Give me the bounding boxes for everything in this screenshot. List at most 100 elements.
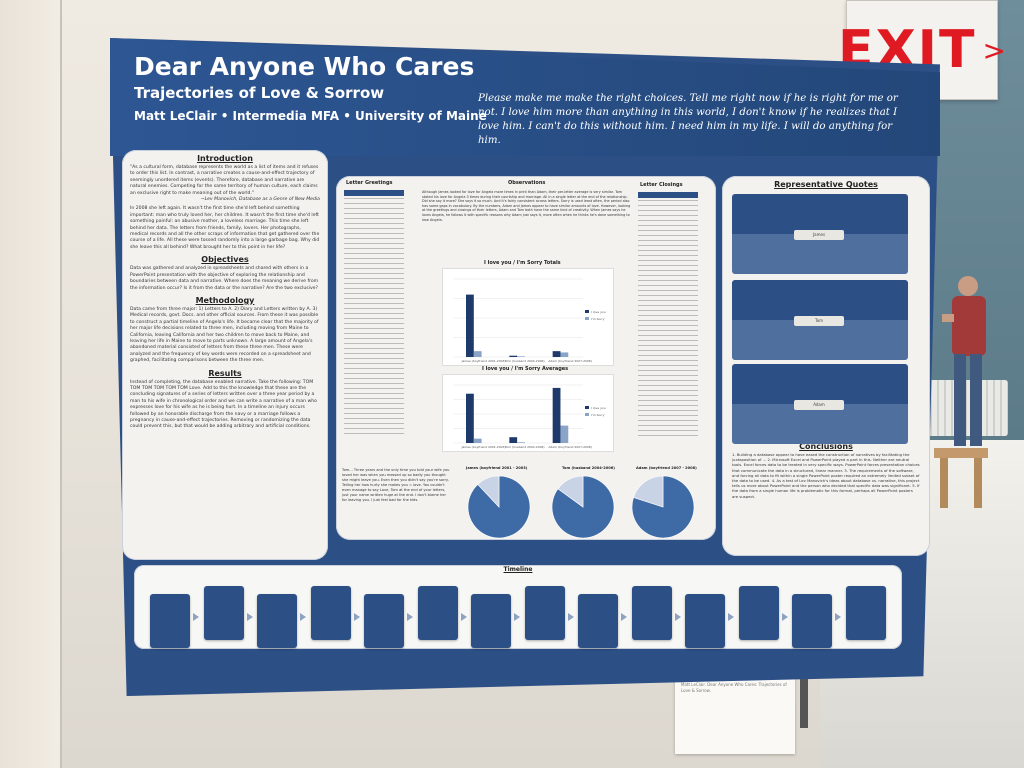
letter-greetings-heading: Letter Greetings — [346, 180, 393, 186]
methodology-heading: Methodology — [195, 295, 255, 305]
greetings-list-header — [344, 190, 404, 196]
chart-category-label: Tom (husband 2004-2006) — [504, 359, 545, 363]
pie-slice — [633, 475, 664, 508]
chart-bar — [560, 425, 569, 443]
timeline-arrow-icon — [353, 613, 360, 621]
introduction-quote: "As a cultural form, database represents… — [130, 165, 319, 196]
timeline-arrow-icon — [300, 613, 306, 621]
poster-subtitle: Trajectories of Love & Sorrow — [134, 84, 385, 102]
chart-legend-label: I love you — [591, 310, 606, 314]
chart-bar — [473, 438, 482, 443]
timeline-entry — [471, 594, 511, 648]
middle-panel: Letter Greetings Observations Letter Clo… — [336, 176, 716, 540]
quotes-heading: Representative Quotes — [774, 180, 878, 189]
objectives-heading: Objectives — [201, 255, 249, 265]
introduction-body: In 2008 she left again. It wasn't the fi… — [130, 206, 320, 250]
chart-bar — [560, 352, 569, 357]
james-pie-chart — [467, 475, 531, 539]
left-wall — [0, 0, 62, 768]
timeline-entry — [417, 586, 458, 640]
timeline-arrow-icon — [674, 613, 681, 621]
chart-legend-swatch — [585, 406, 589, 409]
timeline-entry — [738, 586, 779, 640]
wall-placard: Matt LeClair. Dear Anyone Who Cares: Tra… — [675, 678, 795, 754]
timeline-arrow-icon — [781, 613, 788, 621]
easel-leg — [800, 640, 808, 728]
results-heading: Results — [208, 368, 242, 378]
header-quote: Please make me make the right choices. T… — [478, 93, 898, 146]
love-sorry-averages-chart: James (boyfriend 2001-2003) Tom (husband … — [442, 374, 614, 452]
chart-legend-swatch — [585, 310, 589, 313]
quote-card-tag: Tom — [794, 316, 844, 326]
chart-category-label: Tom (husband 2004-2006) — [504, 445, 545, 449]
observations-heading: Observations — [508, 180, 546, 186]
timeline-entry — [631, 586, 672, 640]
adam-pie-chart — [631, 475, 695, 539]
closings-list-header — [638, 192, 698, 198]
chart-category-label: Adam (boyfriend 2007-2008) — [548, 445, 592, 449]
tom-quote: Tom... Three years and the only time you… — [342, 468, 450, 502]
pie-slice — [557, 475, 584, 508]
chart2-title: I love you / I'm Sorry Averages — [482, 366, 569, 372]
chart-legend-label: I love you — [591, 406, 606, 410]
pie3-label: Adam (boyfriend 2007 - 2008) — [636, 466, 697, 470]
timeline-arrow-icon — [567, 613, 574, 621]
love-sorry-totals-chart: James (boyfriend 2001-2003) Tom (husband … — [442, 268, 614, 366]
pie-slice — [631, 475, 695, 539]
timeline-entry — [524, 586, 565, 640]
pie1-label: James (boyfriend 2001 - 2003) — [466, 466, 528, 470]
timeline-entry — [150, 594, 190, 648]
quote-card-tag: Adam — [794, 400, 844, 410]
exit-arrow-icon: > — [982, 33, 1006, 67]
timeline-entry — [845, 586, 886, 640]
chart-legend-swatch — [585, 413, 589, 416]
observations-body: Although James looked for love for Angel… — [422, 190, 631, 222]
chart-bar — [552, 387, 561, 443]
wooden-stool — [934, 448, 988, 508]
timeline-arrow-icon — [246, 613, 253, 621]
greetings-list-rows — [344, 198, 404, 438]
chart1-title: I love you / I'm Sorry Totals — [484, 260, 561, 266]
poster-author-line: Matt LeClair • Intermedia MFA • Universi… — [134, 109, 487, 123]
pie-slice — [477, 475, 500, 508]
chart-category-label: James (boyfriend 2001-2003) — [461, 445, 506, 449]
chart-bar — [509, 437, 518, 443]
chart-legend-label: I'm Sorry — [591, 317, 605, 321]
quote-card-tom: Tom — [732, 280, 908, 360]
poster-title: Dear Anyone Who Cares — [134, 52, 475, 81]
conclusions-heading: Conclusions — [799, 442, 853, 451]
greetings-list — [344, 190, 404, 440]
chart-category-label: Adam (boyfriend 2007-2008) — [548, 359, 592, 363]
timeline-arrow-icon — [193, 613, 199, 621]
timeline-heading: Timeline — [503, 566, 533, 573]
timeline-panel: Timeline — [134, 565, 902, 649]
methodology-body: Data came from three major: 1) Letters t… — [130, 306, 319, 364]
results-body: Instead of completing, the database enab… — [130, 379, 317, 430]
chart-legend-swatch — [585, 317, 589, 320]
chart-category-label: James (boyfriend 2001-2003) — [461, 359, 506, 363]
introduction-attribution: ~Lev Manovich, Database as a Genre of Ne… — [200, 197, 320, 203]
letter-closings-heading: Letter Closings — [640, 182, 683, 188]
quote-card-tag: James — [794, 230, 844, 240]
conclusions-body: 1. Building a database appear to have ea… — [732, 452, 920, 499]
quote-card-james: James — [732, 194, 908, 274]
person-figure — [942, 276, 986, 446]
objectives-body: Data was gathered and analyzed in spread… — [130, 266, 319, 291]
chart-bar — [552, 351, 561, 357]
timeline-entry — [685, 594, 725, 648]
timeline-entry — [578, 594, 618, 648]
timeline-arrow-icon — [835, 613, 841, 621]
timeline-entry — [364, 594, 404, 648]
timeline-arrow-icon — [407, 613, 413, 621]
pie2-label: Tom (husband 2004-2006) — [562, 466, 615, 470]
quote-card-adam: Adam — [732, 364, 908, 444]
timeline-entry — [257, 594, 297, 648]
chart-bar — [517, 356, 525, 357]
timeline-entry — [203, 586, 244, 640]
chart-bar — [473, 351, 482, 357]
timeline-arrow-icon — [621, 613, 627, 621]
chart-bar — [466, 294, 474, 357]
left-panel: Introduction "As a cultural form, databa… — [122, 150, 328, 560]
closings-list — [638, 192, 698, 442]
tom-pie-chart — [551, 475, 615, 539]
